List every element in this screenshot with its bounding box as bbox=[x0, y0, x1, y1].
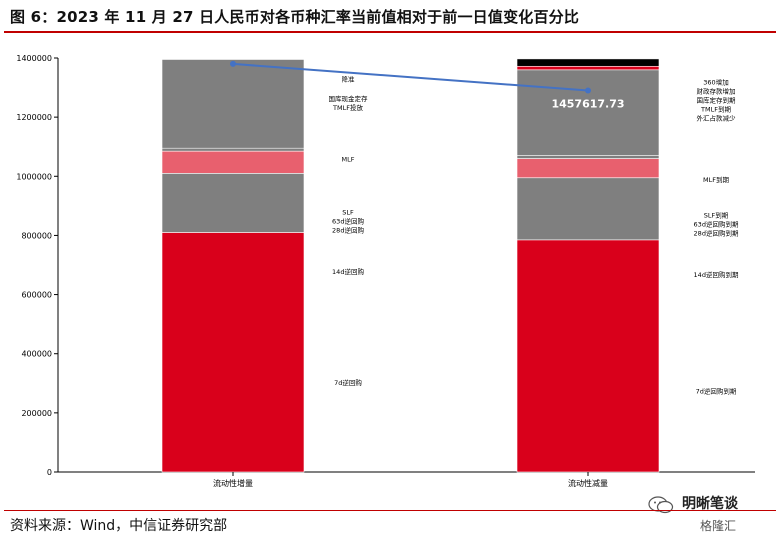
figure-title: 图 6：2023 年 11 月 27 日人民币对各币种汇率当前值相对于前一日值变… bbox=[10, 8, 580, 26]
y-tick-label: 600000 bbox=[21, 291, 52, 300]
annotation-label: 外汇占款减少 bbox=[697, 113, 737, 122]
y-tick-label: 0 bbox=[47, 468, 52, 477]
y-tick-label: 1000000 bbox=[16, 172, 52, 181]
annotation-label: 7d逆回购到期 bbox=[696, 387, 737, 396]
bar-segment bbox=[516, 65, 660, 71]
bar-segment bbox=[516, 177, 660, 241]
series-line bbox=[232, 62, 589, 92]
chart-area: 0 200000 400000 600000 800000 1000000 1200000 1… bbox=[0, 36, 784, 508]
bar-segment bbox=[516, 158, 660, 179]
bar-segment bbox=[161, 59, 305, 149]
annotation-label: MLF到期 bbox=[703, 176, 729, 184]
annotation-label: 63d逆回购 bbox=[332, 217, 364, 226]
bar-segment bbox=[161, 232, 305, 473]
stacked-bar-chart: 0 200000 400000 600000 800000 1000000 1200000 1… bbox=[16, 36, 755, 488]
total-label: 1457617.73 bbox=[551, 98, 624, 111]
annotation-label: 降准 bbox=[342, 75, 356, 84]
watermark-name: 明晰笔谈 bbox=[682, 496, 738, 512]
x-tick-label: 流动性减量 bbox=[568, 478, 608, 488]
annotation-label: 28d逆回购到期 bbox=[694, 229, 739, 238]
annotation-label: 360增加 bbox=[703, 77, 728, 86]
annotation-label: 63d逆回购到期 bbox=[694, 220, 739, 229]
annotation-label: 28d逆回购 bbox=[332, 226, 364, 235]
watermark-brand: 格隆汇 bbox=[700, 519, 737, 533]
title-rule bbox=[4, 31, 776, 33]
annotation-label: TMLF投放 bbox=[332, 103, 363, 112]
wechat-logo-icon bbox=[648, 496, 674, 514]
bar-segment bbox=[516, 155, 660, 159]
bar-segment bbox=[516, 239, 660, 473]
annotation-label: 14d逆回购到期 bbox=[694, 270, 739, 279]
y-tick-label: 400000 bbox=[21, 350, 52, 359]
annotation-label: 财政存款增加 bbox=[697, 86, 736, 95]
y-tick-label: 800000 bbox=[21, 231, 52, 240]
annotation-label: 国库定存到期 bbox=[697, 95, 737, 104]
source-note: 资料来源：Wind，中信证券研究部 bbox=[10, 518, 228, 534]
y-tick-label: 1200000 bbox=[16, 113, 52, 122]
bar-segment bbox=[161, 150, 305, 174]
bar-segment bbox=[516, 58, 660, 67]
annotation-label: SLF bbox=[342, 209, 354, 217]
series-point bbox=[230, 60, 236, 67]
y-tick-label: 200000 bbox=[21, 409, 52, 418]
bar-segment bbox=[516, 69, 660, 156]
series-point bbox=[585, 87, 591, 94]
y-tick-label: 1400000 bbox=[16, 54, 52, 63]
annotation-label: 7d逆回购 bbox=[334, 378, 362, 387]
source-rule bbox=[4, 510, 776, 511]
annotation-label: TMLF到期 bbox=[700, 105, 731, 113]
annotation-label: MLF bbox=[342, 156, 355, 164]
bar-segment bbox=[161, 173, 305, 233]
annotation-label: 14d逆回购 bbox=[332, 267, 364, 276]
annotation-label: SLF到期 bbox=[704, 212, 729, 220]
bar-segment bbox=[161, 147, 305, 152]
annotation-label: 国库现金定存 bbox=[329, 94, 369, 103]
x-tick-label: 流动性增量 bbox=[213, 478, 253, 488]
